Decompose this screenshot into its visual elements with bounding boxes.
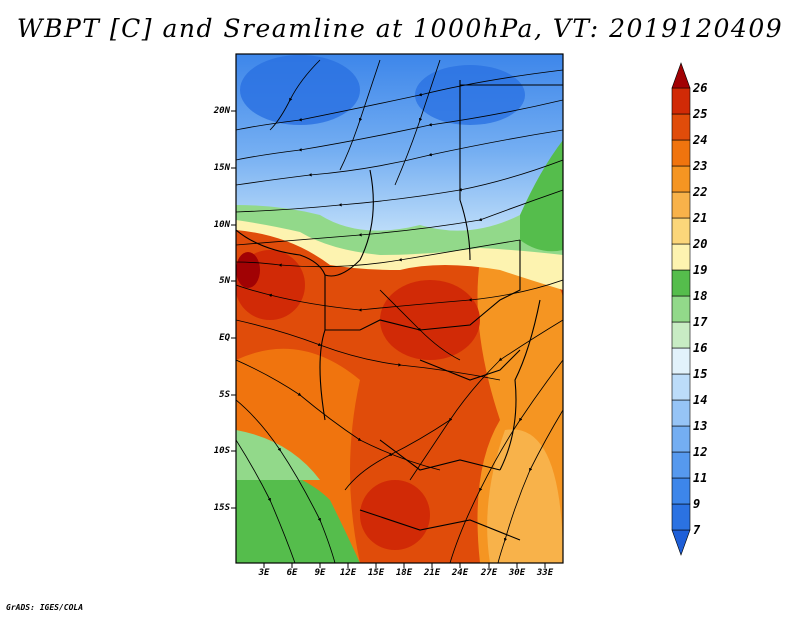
colorbar-label: 14 bbox=[693, 393, 708, 407]
lon-label: 33E bbox=[536, 568, 554, 578]
colorbar-swatch bbox=[671, 191, 691, 219]
colorbar-label: 25 bbox=[693, 107, 708, 121]
colorbar-swatch bbox=[671, 139, 691, 167]
lon-label: 30E bbox=[508, 568, 526, 578]
streamlines bbox=[236, 59, 563, 563]
lat-label: 10N bbox=[213, 220, 230, 230]
colorbar bbox=[671, 62, 691, 556]
colorbar-label: 26 bbox=[693, 81, 708, 95]
lon-ticks bbox=[263, 563, 546, 568]
colorbar-label: 9 bbox=[693, 497, 701, 511]
lon-label: 12E bbox=[339, 568, 357, 578]
colorbar-swatch bbox=[671, 269, 691, 297]
map-frame bbox=[235, 53, 564, 564]
field-blue-ne bbox=[415, 65, 525, 125]
colorbar-label: 21 bbox=[693, 211, 708, 225]
lon-label: 15E bbox=[367, 568, 385, 578]
lat-label: 15N bbox=[213, 163, 230, 173]
lon-label: 27E bbox=[480, 568, 498, 578]
lat-label: 10S bbox=[213, 446, 230, 456]
wbpt-field bbox=[236, 54, 563, 563]
colorbar-swatch bbox=[671, 243, 691, 271]
colorbar-swatch bbox=[671, 321, 691, 349]
colorbar-label: 13 bbox=[693, 419, 708, 433]
colorbar-label: 17 bbox=[693, 315, 708, 329]
colorbar-label: 18 bbox=[693, 289, 708, 303]
lon-label: 24E bbox=[451, 568, 469, 578]
colorbar-label: 19 bbox=[693, 263, 708, 277]
colorbar-label: 24 bbox=[693, 133, 708, 147]
colorbar-label: 20 bbox=[693, 237, 708, 251]
lon-label: 18E bbox=[395, 568, 413, 578]
lat-label: 5S bbox=[219, 390, 230, 400]
field-darkred-1 bbox=[236, 252, 260, 288]
colorbar-label: 22 bbox=[693, 185, 708, 199]
lat-label: 5N bbox=[219, 276, 230, 286]
colorbar-label: 23 bbox=[693, 159, 708, 173]
colorbar-swatch bbox=[671, 347, 691, 375]
lon-label: 21E bbox=[423, 568, 441, 578]
colorbar-swatch bbox=[671, 425, 691, 453]
chart-title: WBPT [C] and Sreamline at 1000hPa, VT: 2… bbox=[16, 14, 784, 43]
lat-label: EQ bbox=[219, 333, 230, 343]
colorbar-swatch bbox=[671, 62, 691, 89]
lat-label: 20N bbox=[213, 106, 230, 116]
field-red-3 bbox=[360, 480, 430, 550]
colorbar-label: 15 bbox=[693, 367, 708, 381]
colorbar-label: 12 bbox=[693, 445, 708, 459]
colorbar-swatch bbox=[671, 295, 691, 323]
colorbar-swatch bbox=[671, 451, 691, 479]
field-blue-nw bbox=[240, 55, 360, 125]
colorbar-swatch bbox=[671, 87, 691, 115]
lon-label: 6E bbox=[286, 568, 298, 578]
lon-label: 3E bbox=[258, 568, 270, 578]
lat-label: 15S bbox=[213, 503, 230, 513]
lat-ticks bbox=[231, 110, 236, 509]
colorbar-label: 7 bbox=[693, 523, 701, 537]
colorbar-label: 11 bbox=[693, 471, 708, 485]
colorbar-swatch bbox=[671, 529, 691, 556]
colorbar-swatch bbox=[671, 373, 691, 401]
colorbar-swatch bbox=[671, 477, 691, 505]
grads-credit: GrADS: IGES/COLA bbox=[6, 603, 84, 612]
colorbar-label: 16 bbox=[693, 341, 708, 355]
field-red-2 bbox=[380, 280, 480, 360]
colorbar-swatch bbox=[671, 399, 691, 427]
colorbar-swatch bbox=[671, 217, 691, 245]
colorbar-swatch bbox=[671, 165, 691, 193]
lon-label: 9E bbox=[314, 568, 326, 578]
colorbar-swatch bbox=[671, 113, 691, 141]
colorbar-swatch bbox=[671, 503, 691, 531]
